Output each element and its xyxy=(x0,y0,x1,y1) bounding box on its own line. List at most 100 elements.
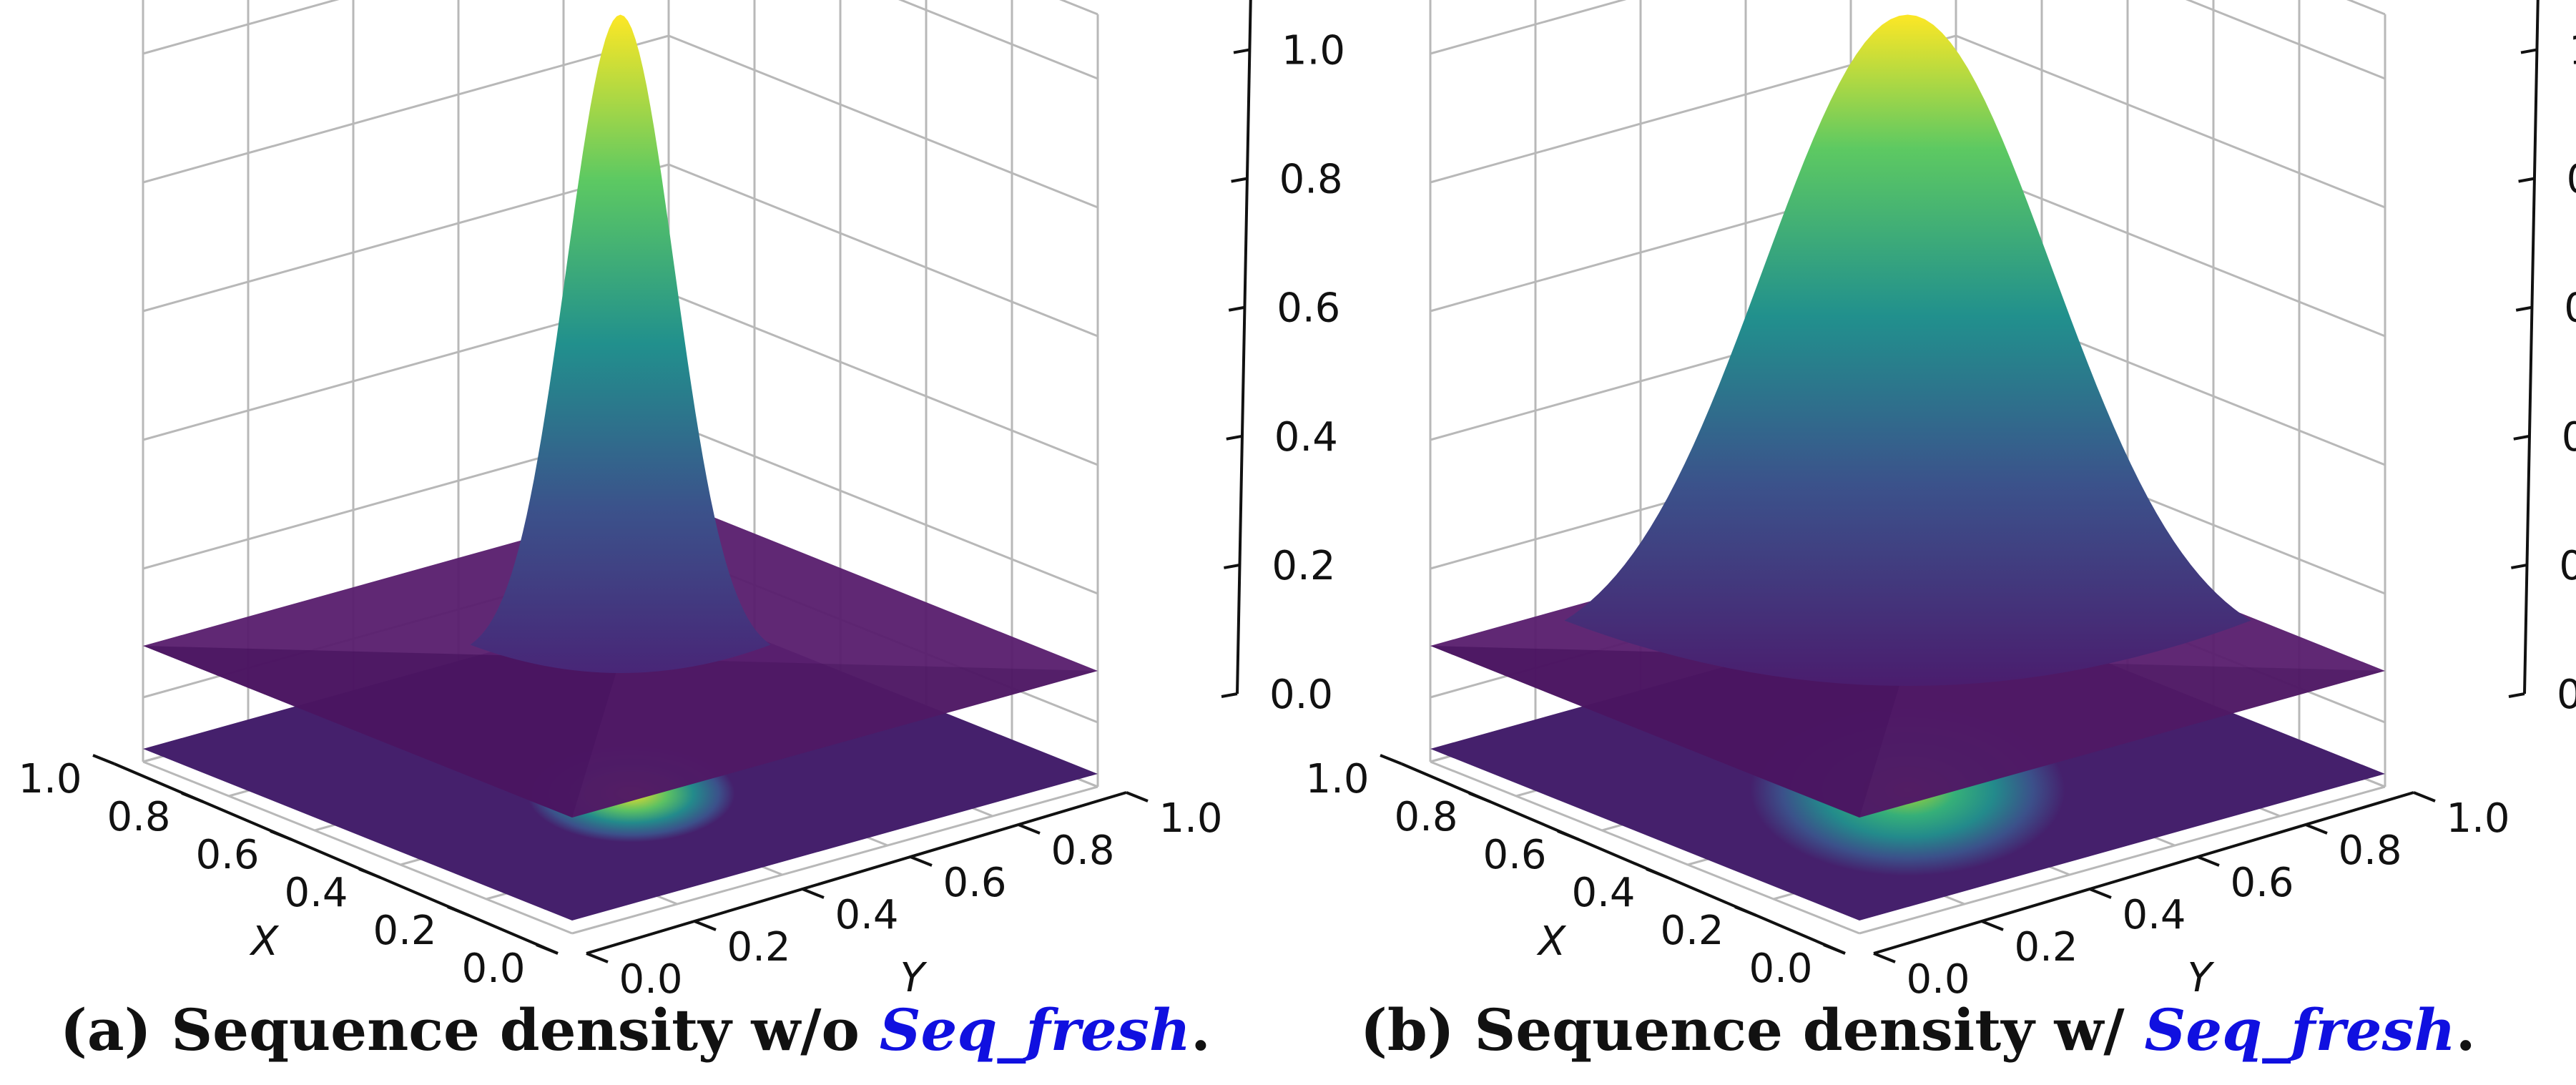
x-tick xyxy=(1823,943,1846,955)
caption-a-suffix: . xyxy=(1190,996,1211,1064)
x-tick xyxy=(181,792,204,803)
surface-plane-shade xyxy=(572,658,1098,818)
z-tick-label: 0.8 xyxy=(1279,157,1343,203)
surface-plane-shade xyxy=(1859,658,2385,818)
y-tick-label: 0.4 xyxy=(835,892,898,938)
z-tick-label: 0.8 xyxy=(2567,157,2576,203)
grid-line xyxy=(1859,785,2386,935)
y-tick-label: 1.0 xyxy=(2446,795,2509,842)
y-tick xyxy=(694,920,717,931)
z-tick xyxy=(1221,692,1238,698)
panel-b: 1.0 0.8 0.6 0.4 0.2 0.0 0.0 0.2 0.4 0.6 0.8 1.0 0.0 0… xyxy=(1305,0,2576,1003)
y-tick-label: 0.4 xyxy=(2122,892,2186,938)
axes: 1.0 0.8 0.6 0.4 0.2 0.0 0.0 0.2 0.4 0.6 0.8 1.0 0.0 0… xyxy=(1305,0,2576,1003)
x-tick-label: 0.4 xyxy=(1571,870,1635,916)
grid-line xyxy=(142,34,1098,209)
y-tick xyxy=(802,888,825,899)
y-tick xyxy=(2305,823,2328,835)
z-tick xyxy=(1233,48,1250,54)
z-tick xyxy=(2520,48,2537,54)
surface-plane-shade xyxy=(143,646,621,818)
y-tick-label: 0.0 xyxy=(1906,956,1970,1003)
x-tick xyxy=(536,943,559,955)
z-tick xyxy=(2515,305,2532,312)
y-tick xyxy=(2089,888,2112,899)
grid-line xyxy=(1058,0,1098,16)
x-tick xyxy=(1468,792,1491,803)
x-tick-label: 1.0 xyxy=(1305,756,1369,802)
x-tick-label: 0.8 xyxy=(1394,794,1457,840)
y-tick-label: 0.6 xyxy=(943,860,1006,906)
z-tick xyxy=(1228,305,1245,312)
y-axis-line xyxy=(1873,791,2414,955)
z-tick xyxy=(2513,434,2530,441)
x-tick-label: 0.6 xyxy=(1483,832,1546,878)
y-tick-label: 0.8 xyxy=(2338,828,2402,874)
y-tick xyxy=(1981,920,2004,931)
grid-line xyxy=(142,163,1098,338)
z-axis-line xyxy=(1236,0,1252,694)
z-tick-label: 1.0 xyxy=(2569,28,2576,74)
x-tick xyxy=(447,905,470,917)
x-tick-label: 0.0 xyxy=(1749,946,1812,992)
surface-plane-shade xyxy=(1430,646,1908,818)
x-tick xyxy=(1557,830,1580,841)
z-tick-label: 0.6 xyxy=(2564,285,2576,332)
x-tick xyxy=(1380,754,1402,765)
panel-a: 1.0 0.8 0.6 0.4 0.2 0.0 0.0 0.2 0.4 0.6 0.8 1.0 0.0 0… xyxy=(18,0,1345,1003)
y-axis-label: Y xyxy=(900,955,928,1001)
z-tick-label: 0.4 xyxy=(2562,414,2576,461)
caption-b: (b) Sequence density w/ Seq_fresh. xyxy=(1360,1001,2476,1059)
y-axis-label: Y xyxy=(2188,955,2215,1001)
z-tick-label: 0.2 xyxy=(2559,543,2576,589)
z-tick-label: 1.0 xyxy=(1282,28,1345,74)
z-tick xyxy=(1224,563,1240,569)
grid-line xyxy=(571,785,1098,935)
x-tick xyxy=(1734,905,1757,917)
caption-a-highlight: Seq_fresh xyxy=(879,996,1191,1064)
y-tick-label: 0.8 xyxy=(1051,828,1114,874)
y-tick xyxy=(1873,952,1896,963)
z-tick xyxy=(1226,434,1243,441)
caption-b-prefix: (b) Sequence density w/ xyxy=(1360,996,2145,1064)
y-tick xyxy=(1126,791,1149,802)
grid-line xyxy=(1430,34,2386,209)
grid-line xyxy=(142,0,1098,80)
z-tick-label: 0.0 xyxy=(2557,672,2576,718)
z-tick xyxy=(2518,177,2535,183)
grid-line xyxy=(142,760,573,935)
x-axis-label: X xyxy=(249,918,280,965)
y-tick xyxy=(2197,855,2220,867)
caption-b-suffix: . xyxy=(2455,996,2476,1064)
density-peak xyxy=(470,14,771,673)
x-tick-label: 0.6 xyxy=(195,832,259,878)
x-tick xyxy=(358,868,381,879)
caption-b-highlight: Seq_fresh xyxy=(2144,996,2456,1064)
z-tick-label: 0.2 xyxy=(1272,543,1335,589)
x-tick-label: 0.4 xyxy=(284,870,348,916)
x-tick-label: 0.2 xyxy=(1660,908,1724,954)
x-tick xyxy=(92,754,115,765)
caption-a: (a) Sequence density w/o Seq_fresh. xyxy=(60,1001,1211,1059)
x-tick-label: 0.2 xyxy=(373,908,436,954)
axes: 1.0 0.8 0.6 0.4 0.2 0.0 0.0 0.2 0.4 0.6 0.8 1.0 0.0 0… xyxy=(18,0,1345,1003)
y-tick xyxy=(910,855,933,867)
y-tick xyxy=(1018,823,1041,835)
x-axis-label: X xyxy=(1536,918,1567,965)
grid-line xyxy=(1430,0,2386,80)
y-tick-label: 0.6 xyxy=(2230,860,2294,906)
z-tick xyxy=(2508,692,2525,698)
x-tick xyxy=(1646,868,1668,879)
y-tick-label: 0.0 xyxy=(619,956,682,1003)
x-tick-label: 1.0 xyxy=(18,756,82,802)
z-tick xyxy=(1231,177,1247,183)
caption-a-prefix: (a) Sequence density w/o xyxy=(60,996,880,1064)
y-tick-label: 0.2 xyxy=(727,924,790,971)
y-tick-label: 1.0 xyxy=(1159,795,1222,842)
z-tick-label: 0.4 xyxy=(1274,414,1338,461)
x-tick-label: 0.0 xyxy=(461,946,525,992)
grid-line xyxy=(2346,0,2386,16)
y-axis-line xyxy=(586,791,1127,955)
y-tick xyxy=(586,952,609,963)
